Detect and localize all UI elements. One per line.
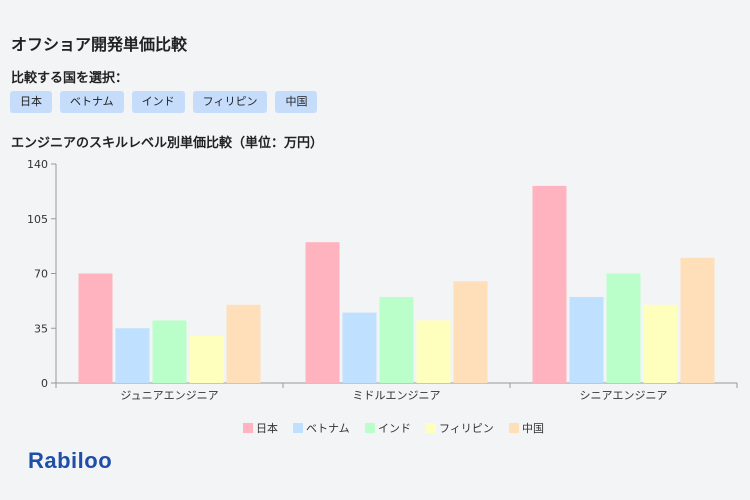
legend-swatch (509, 423, 519, 433)
legend-label: フィリピン (439, 422, 494, 435)
legend-label: 中国 (522, 422, 544, 435)
bar (78, 273, 113, 383)
country-button-japan[interactable]: 日本 (10, 91, 52, 113)
x-tick-label: ジュニアエンジニア (120, 389, 218, 402)
bar (305, 242, 340, 383)
legend-swatch (243, 423, 253, 433)
legend-swatch (293, 423, 303, 433)
rabiloo-logo: Rabiloo (28, 448, 113, 473)
legend-label: ベトナム (306, 422, 350, 435)
bar (569, 296, 604, 383)
y-tick-label: 35 (34, 322, 48, 335)
bar (606, 273, 641, 383)
country-button-vietnam[interactable]: ベトナム (60, 91, 124, 113)
x-tick-label: シニアエンジニア (580, 389, 668, 402)
legend-label: 日本 (256, 421, 278, 435)
country-button-india[interactable]: インド (131, 91, 185, 113)
country-button-china[interactable]: 中国 (275, 91, 318, 113)
bar (226, 304, 261, 383)
bar (453, 281, 488, 383)
y-tick-label: 0 (41, 377, 48, 390)
legend-label: インド (378, 422, 411, 435)
bar (416, 320, 451, 383)
bar (643, 304, 678, 383)
country-button-group: 日本 ベトナム インド フィリピン 中国 (10, 91, 318, 113)
bar (152, 320, 187, 383)
country-select-label: 比較する国を選択： (11, 71, 129, 86)
y-tick-label: 70 (34, 268, 48, 281)
bar (342, 312, 377, 383)
bar (379, 296, 414, 383)
chart-title: エンジニアのスキルレベル別単価比較（単位：万円） (11, 136, 324, 151)
legend-swatch (426, 423, 436, 433)
x-tick-label: ミドルエンジニア (353, 389, 441, 402)
y-tick-label: 140 (27, 158, 48, 171)
bar (532, 185, 567, 383)
legend-swatch (365, 423, 375, 433)
bar (115, 328, 150, 383)
y-tick-label: 105 (27, 213, 48, 226)
bar (189, 336, 224, 383)
page-title: オフショア開発単価比較 (11, 35, 188, 54)
bar (680, 257, 715, 383)
country-button-philippines[interactable]: フィリピン (192, 91, 268, 113)
